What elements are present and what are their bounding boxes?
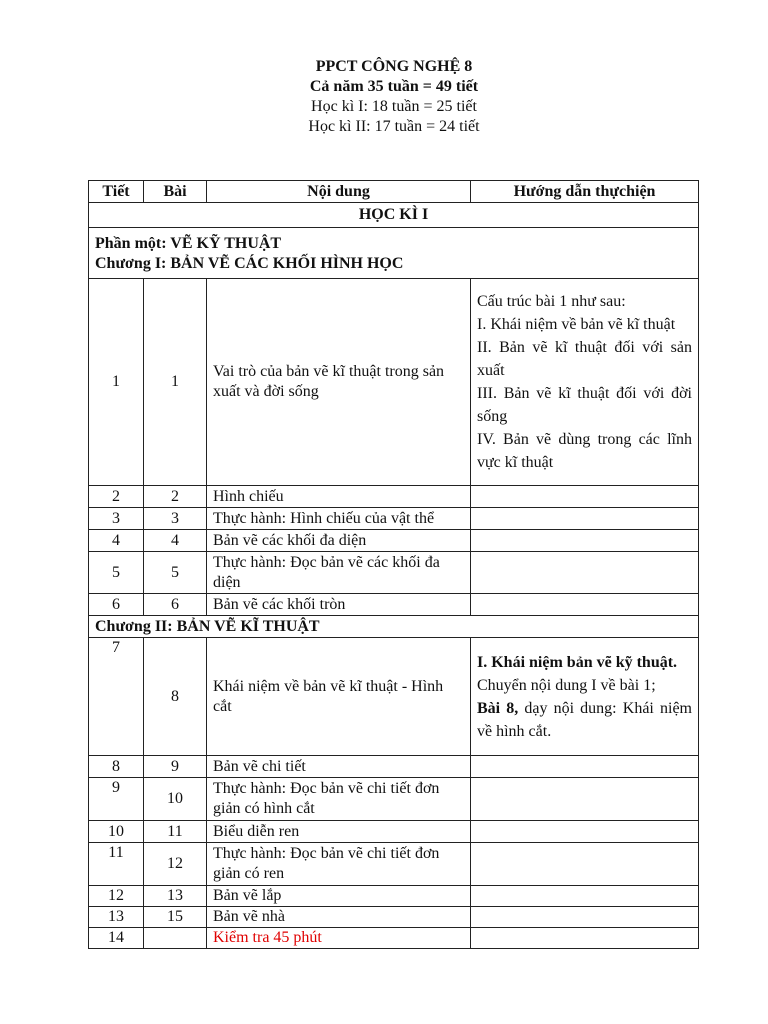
- content-cell: Thực hành: Đọc bản vẽ chi tiết đơn giản …: [206, 777, 471, 821]
- guide-cell: [470, 885, 699, 907]
- guide-line: I. Khái niệm về bản vẽ kĩ thuật: [477, 316, 676, 333]
- bai-cell: 1: [143, 278, 207, 486]
- table-row: 6 6 Bản vẽ các khối tròn: [88, 593, 699, 616]
- guide-cell: [470, 777, 699, 821]
- table-row: 4 4 Bản vẽ các khối đa diện: [88, 529, 699, 552]
- col-tiet: Tiết: [88, 180, 144, 203]
- semester-heading: HỌC KÌ I: [88, 202, 699, 228]
- guide-line: Bài 8, dạy nội dung: Khái niệm về hình c…: [477, 697, 692, 743]
- content-cell: Bản vẽ các khối tròn: [206, 593, 471, 616]
- guide-cell: [470, 820, 699, 843]
- table-row: 13 15 Bản vẽ nhà: [88, 906, 699, 928]
- content-cell: Khái niệm về bản vẽ kĩ thuật - Hình cắt: [206, 637, 471, 756]
- semester1-info: Học kì I: 18 tuần = 25 tiết: [311, 98, 477, 115]
- tiet-cell: 6: [88, 593, 144, 616]
- bai-cell: 4: [143, 529, 207, 552]
- content-cell: Bản vẽ các khối đa diện: [206, 529, 471, 552]
- bai-cell: 15: [143, 906, 207, 928]
- document-header: PPCT CÔNG NGHỆ 8 Cả năm 35 tuần = 49 tiế…: [0, 57, 768, 137]
- bai-cell: 8: [143, 637, 207, 756]
- guide-cell: [470, 551, 699, 594]
- tiet-cell: 8: [88, 755, 144, 778]
- guide-cell: [470, 593, 699, 616]
- bai-cell: 5: [143, 551, 207, 594]
- col-content: Nội dung: [206, 180, 471, 203]
- bai-cell: 6: [143, 593, 207, 616]
- guide-cell: I. Khái niệm bản vẽ kỹ thuật. Chuyển nội…: [470, 637, 699, 756]
- table-row: 3 3 Thực hành: Hình chiếu của vật thể: [88, 507, 699, 530]
- col-guide: Hướng dẫn thựchiện: [470, 180, 699, 203]
- bai-cell: 9: [143, 755, 207, 778]
- guide-line: Chuyển nội dung I về bài 1;: [477, 676, 656, 694]
- semester2-info: Học kì II: 17 tuần = 24 tiết: [308, 118, 480, 135]
- tiet-cell: 7: [88, 637, 144, 756]
- tiet-cell: 3: [88, 507, 144, 530]
- guide-line: Cấu trúc bài 1 như sau:: [477, 293, 626, 310]
- guide-line: I. Khái niệm bản vẽ kỹ thuật.: [477, 653, 678, 671]
- bai-cell: 2: [143, 485, 207, 508]
- guide-line: II. Bản vẽ kĩ thuật đối với sản xuất: [477, 339, 692, 379]
- guide-cell: [470, 906, 699, 928]
- table-row: 2 2 Hình chiếu: [88, 485, 699, 508]
- chapter1-title: Chương I: BẢN VẼ CÁC KHỐI HÌNH HỌC: [95, 254, 404, 272]
- guide-text: dạy nội dung: Khái niệm về hình cắt.: [477, 699, 692, 740]
- table-row: 10 11 Biểu diễn ren: [88, 820, 699, 843]
- bai-cell: 10: [143, 777, 207, 821]
- content-cell: Kiểm tra 45 phút: [206, 927, 471, 949]
- content-cell: Thực hành: Hình chiếu của vật thể: [206, 507, 471, 530]
- tiet-cell: 1: [88, 278, 144, 486]
- col-bai: Bài: [143, 180, 207, 203]
- bai-cell: 12: [143, 842, 207, 886]
- bai-cell: [143, 927, 207, 949]
- doc-title: PPCT CÔNG NGHỆ 8: [315, 58, 473, 75]
- table-row: 1 1 Vai trò của bản vẽ kĩ thuật trong sả…: [88, 278, 699, 486]
- guide-cell: [470, 507, 699, 530]
- content-cell: Bản vẽ chi tiết: [206, 755, 471, 778]
- doc-subtitle: Cả năm 35 tuần = 49 tiết: [309, 78, 479, 95]
- tiet-cell: 11: [88, 842, 144, 886]
- tiet-cell: 9: [88, 777, 144, 821]
- tiet-cell: 13: [88, 906, 144, 928]
- table-row: 5 5 Thực hành: Đọc bản vẽ các khối đa diện: [88, 551, 699, 594]
- table-row: 11 12 Thực hành: Đọc bản vẽ chi tiết đơn g…: [88, 842, 699, 886]
- content-cell: Thực hành: Đọc bản vẽ chi tiết đơn giản …: [206, 842, 471, 886]
- guide-cell: [470, 755, 699, 778]
- table-row: 8 9 Bản vẽ chi tiết: [88, 755, 699, 778]
- content-cell: Vai trò của bản vẽ kĩ thuật trong sản xu…: [206, 278, 471, 486]
- table-row: 14 Kiểm tra 45 phút: [88, 927, 699, 949]
- tiet-cell: 10: [88, 820, 144, 843]
- guide-cell: [470, 927, 699, 949]
- part-title: Phần một: VẼ KỸ THUẬT: [95, 234, 282, 252]
- table-row: 7 8 Khái niệm về bản vẽ kĩ thuật - Hình …: [88, 637, 699, 756]
- table-header: Tiết Bài Nội dung Hướng dẫn thựchiện: [88, 180, 699, 203]
- tiet-cell: 4: [88, 529, 144, 552]
- content-cell: Thực hành: Đọc bản vẽ các khối đa diện: [206, 551, 471, 594]
- guide-cell: [470, 485, 699, 508]
- bai-cell: 13: [143, 885, 207, 907]
- guide-bold: Bài 8,: [477, 699, 519, 717]
- guide-cell: [470, 529, 699, 552]
- table-row: 9 10 Thực hành: Đọc bản vẽ chi tiết đơn gi…: [88, 777, 699, 821]
- content-cell: Hình chiếu: [206, 485, 471, 508]
- tiet-cell: 2: [88, 485, 144, 508]
- content-cell: Bản vẽ nhà: [206, 906, 471, 928]
- chapter2-title: Chương II: BẢN VẼ KĨ THUẬT: [88, 615, 699, 638]
- guide-cell: Cấu trúc bài 1 như sau: I. Khái niệm về …: [470, 278, 699, 486]
- guide-cell: [470, 842, 699, 886]
- curriculum-table: Tiết Bài Nội dung Hướng dẫn thựchiện HỌC…: [88, 180, 699, 949]
- guide-line: III. Bản vẽ kĩ thuật đối với đời sống: [477, 385, 692, 425]
- chapter-heading: Phần một: VẼ KỸ THUẬT Chương I: BẢN VẼ CÁ…: [88, 227, 699, 279]
- tiet-cell: 5: [88, 551, 144, 594]
- content-cell: Biểu diễn ren: [206, 820, 471, 843]
- bai-cell: 11: [143, 820, 207, 843]
- tiet-cell: 12: [88, 885, 144, 907]
- content-cell: Bản vẽ lắp: [206, 885, 471, 907]
- bai-cell: 3: [143, 507, 207, 530]
- table-row: 12 13 Bản vẽ lắp: [88, 885, 699, 907]
- guide-line: IV. Bản vẽ dùng trong các lĩnh vực kĩ th…: [477, 431, 692, 471]
- tiet-cell: 14: [88, 927, 144, 949]
